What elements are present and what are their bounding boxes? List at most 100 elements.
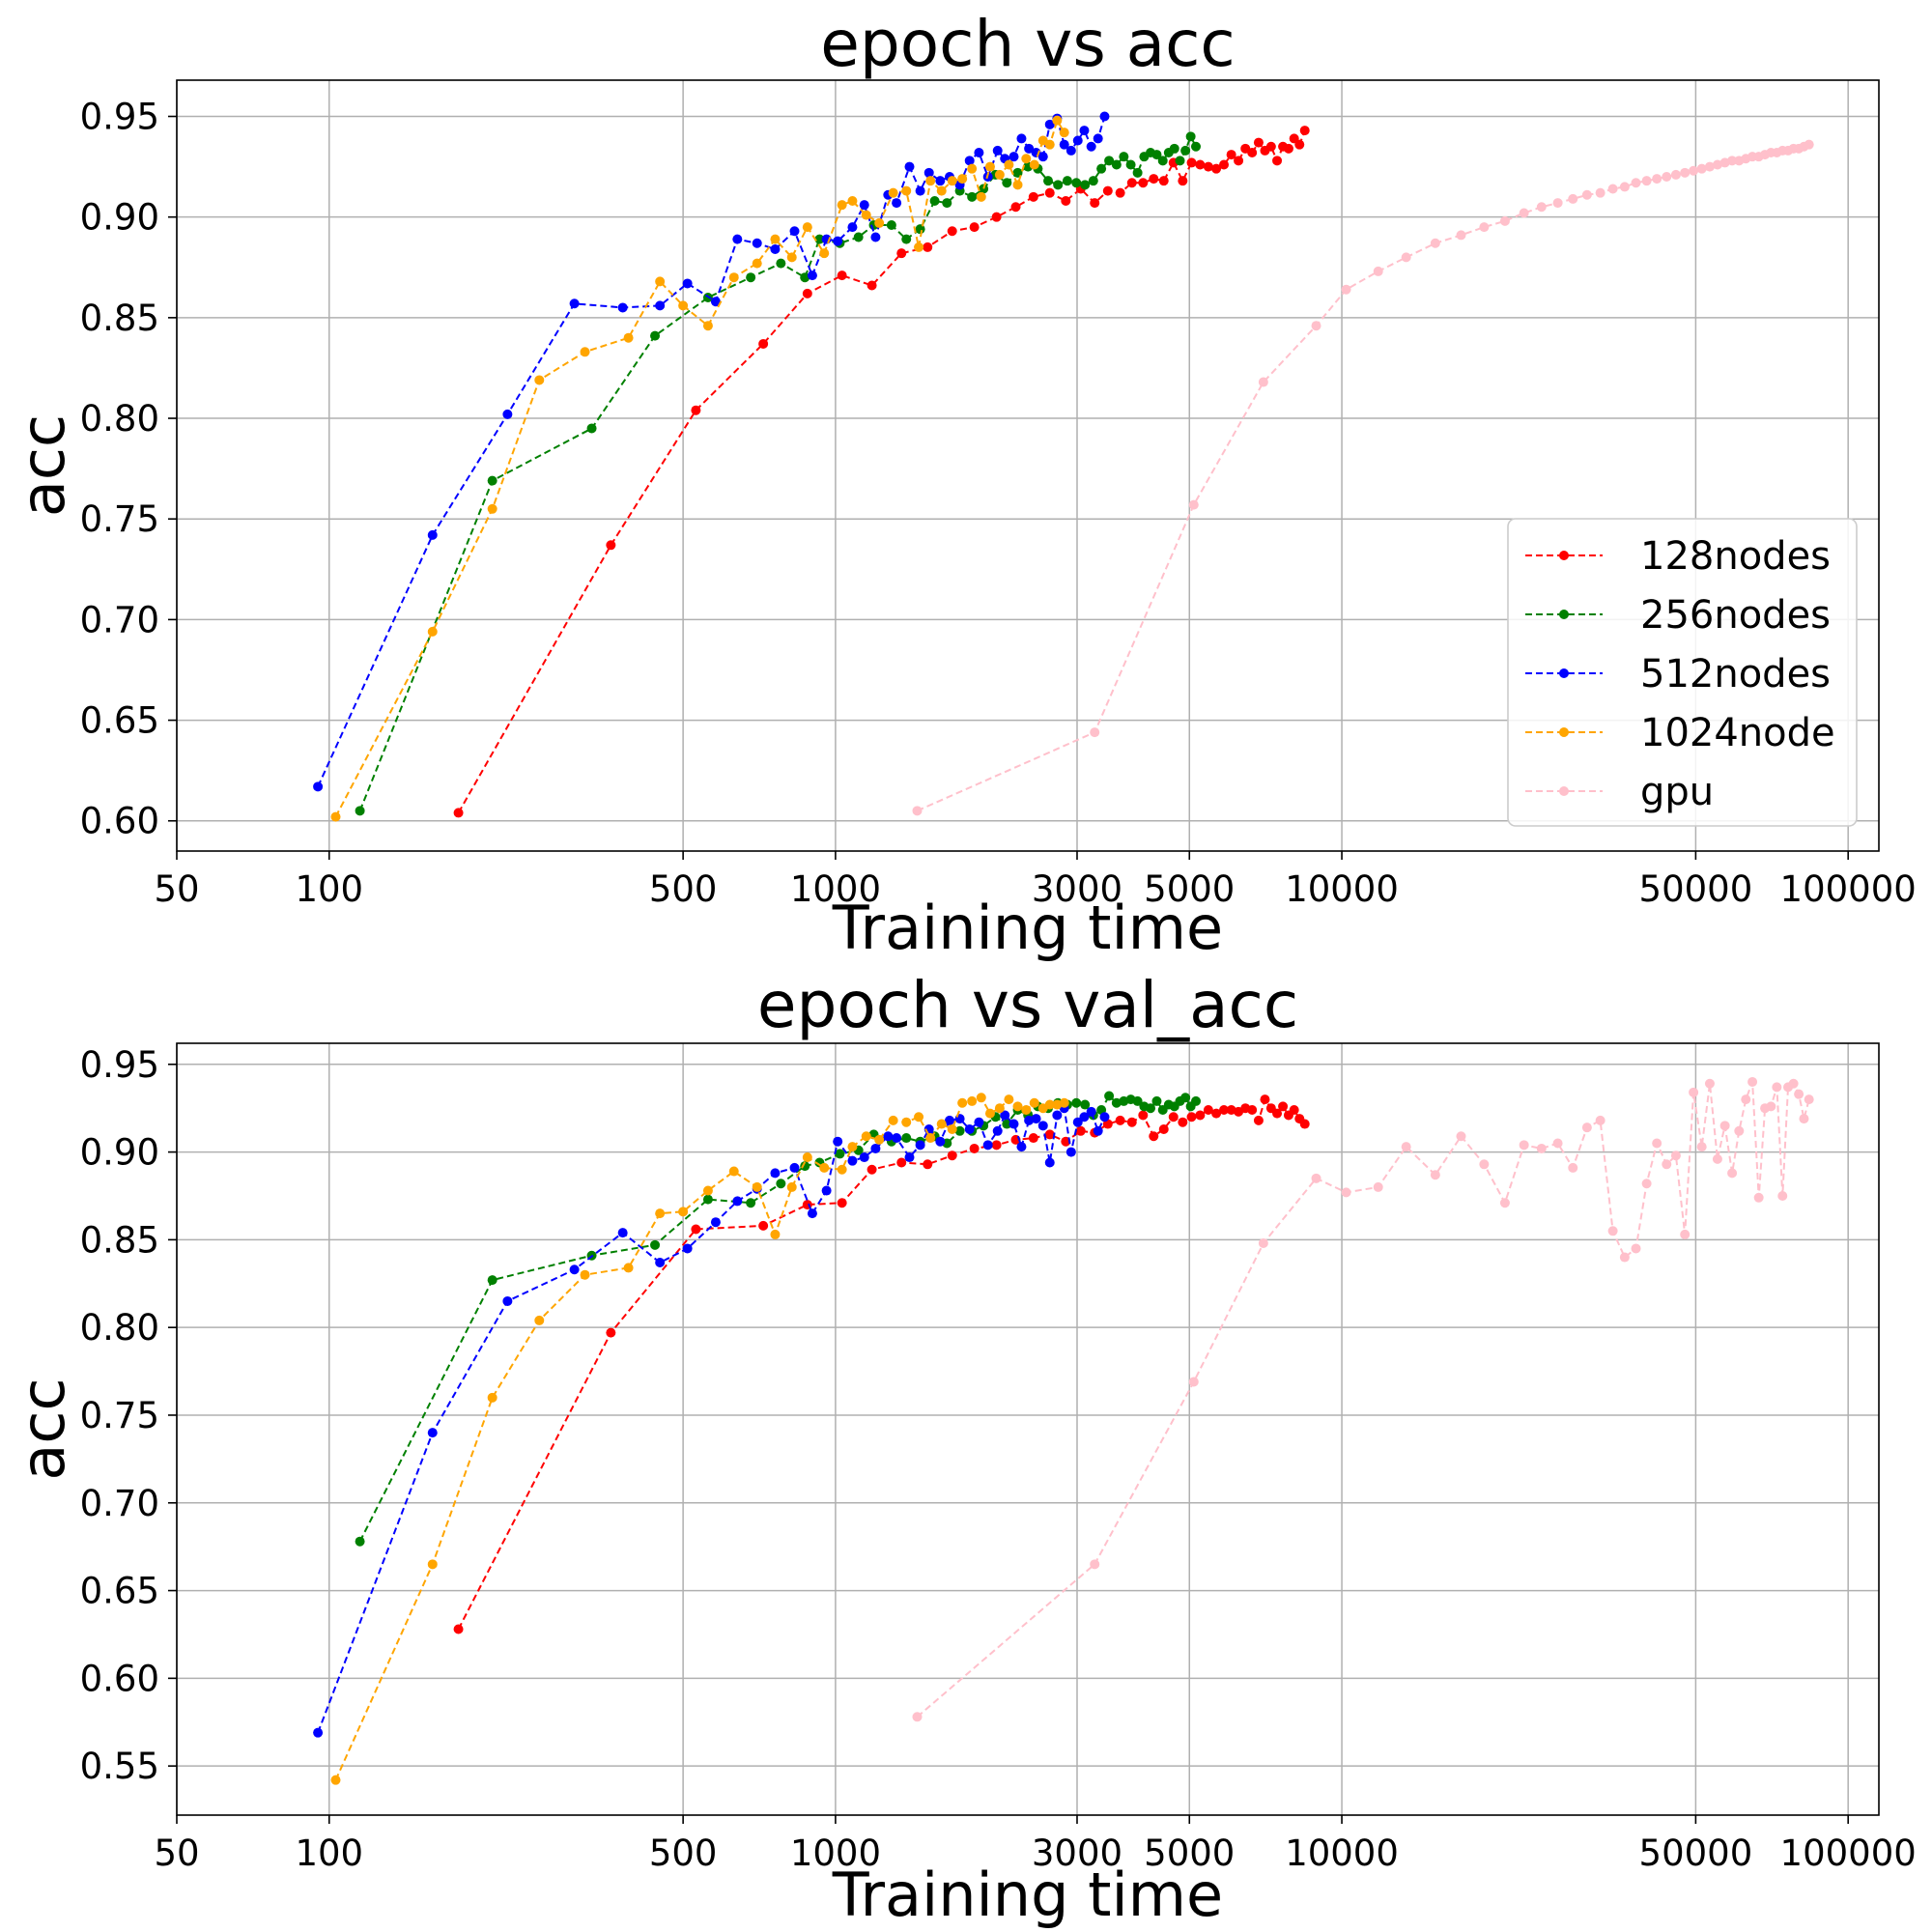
legend-item-128nodes: 128nodes — [1525, 534, 1831, 579]
data-point — [691, 405, 701, 415]
x-tick-label: 50 — [154, 1833, 199, 1874]
data-point — [1119, 152, 1129, 162]
data-point — [1258, 377, 1268, 387]
data-point — [1044, 1099, 1055, 1110]
data-point — [1175, 156, 1185, 166]
legend-item-256nodes: 256nodes — [1525, 593, 1831, 638]
data-point — [752, 258, 762, 269]
data-point — [1680, 1229, 1690, 1239]
data-point — [453, 1624, 464, 1634]
data-point — [837, 270, 847, 281]
data-point — [580, 347, 590, 357]
data-point — [1727, 1168, 1738, 1179]
data-point — [967, 191, 978, 202]
data-point — [1203, 161, 1213, 172]
data-point — [1219, 1105, 1230, 1116]
data-point — [1151, 1095, 1162, 1106]
data-point — [957, 174, 968, 185]
data-point — [710, 1217, 721, 1228]
data-point — [1568, 1162, 1578, 1173]
data-point — [837, 1164, 847, 1175]
legend-label: 1024node — [1640, 711, 1835, 755]
data-point — [861, 210, 871, 220]
data-point — [1479, 1159, 1490, 1170]
data-point — [925, 1133, 936, 1144]
chart-panel-1: 50 100 500 1000 3000 5000 10000 50000 100000 0.60… — [8, 7, 1917, 963]
data-point — [976, 1093, 986, 1103]
x-tick-label: 100 — [295, 1833, 363, 1874]
data-point — [1029, 1097, 1039, 1108]
x-tick-label: 1000 — [790, 868, 881, 910]
data-point — [994, 1103, 1005, 1114]
data-point — [487, 1392, 497, 1403]
data-point — [1247, 148, 1258, 158]
y-tick-label: 0.60 — [80, 1658, 159, 1699]
data-point — [1086, 141, 1096, 152]
data-point — [819, 1162, 830, 1173]
data-point — [954, 1114, 965, 1124]
data-point — [330, 811, 341, 822]
data-point — [650, 1239, 661, 1250]
data-point — [870, 232, 881, 242]
series-1024node — [330, 1093, 1069, 1785]
data-point — [655, 1257, 666, 1267]
data-point — [833, 1136, 843, 1147]
data-point — [935, 1136, 946, 1147]
data-point — [807, 1208, 817, 1219]
data-point — [1258, 1238, 1268, 1249]
data-point — [1631, 1243, 1641, 1254]
data-point — [1581, 1122, 1592, 1133]
data-point — [914, 242, 924, 252]
data-point — [1090, 198, 1100, 209]
series-gpu — [912, 1076, 1814, 1722]
series-line — [457, 1096, 1306, 1630]
data-point — [914, 1112, 924, 1122]
data-point — [1080, 1099, 1091, 1110]
data-point — [502, 1295, 513, 1306]
data-point — [1536, 1143, 1547, 1153]
data-point — [979, 184, 989, 194]
data-point — [800, 272, 810, 283]
data-point — [1065, 145, 1076, 156]
legend-marker — [1559, 727, 1569, 737]
data-point — [833, 236, 843, 246]
data-point — [1028, 191, 1038, 202]
data-point — [1104, 1091, 1115, 1101]
data-point — [1044, 119, 1055, 129]
data-point — [1044, 1129, 1055, 1140]
data-point — [1146, 1103, 1156, 1114]
data-point — [710, 297, 721, 307]
legend-label: 256nodes — [1640, 593, 1831, 638]
data-point — [1169, 143, 1179, 154]
data-point — [1799, 1114, 1809, 1124]
chart-title: epoch vs val_acc — [757, 968, 1298, 1042]
data-point — [1062, 176, 1072, 186]
x-tick-label: 100000 — [1780, 1833, 1917, 1874]
data-point — [1072, 135, 1083, 146]
data-point — [947, 226, 957, 237]
data-point — [802, 222, 812, 233]
data-point — [1704, 161, 1715, 172]
data-point — [835, 1149, 845, 1159]
data-point — [1430, 1170, 1440, 1180]
data-point — [1002, 178, 1012, 188]
data-point — [1180, 145, 1191, 156]
data-point — [1044, 1157, 1055, 1168]
data-point — [802, 288, 812, 298]
data-point — [974, 1117, 984, 1127]
data-point — [954, 1125, 965, 1136]
legend-item-1024node: 1024node — [1525, 711, 1835, 755]
data-point — [313, 1727, 324, 1738]
data-point — [847, 196, 858, 207]
data-point — [1190, 1095, 1201, 1106]
data-point — [1247, 1105, 1258, 1116]
data-point — [758, 338, 769, 349]
data-point — [888, 1115, 898, 1125]
data-point — [874, 1134, 885, 1145]
data-point — [1662, 172, 1672, 183]
data-point — [967, 163, 978, 174]
x-tick-label: 500 — [649, 1833, 718, 1874]
x-tick-label: 100000 — [1780, 868, 1917, 910]
data-point — [1631, 178, 1641, 188]
